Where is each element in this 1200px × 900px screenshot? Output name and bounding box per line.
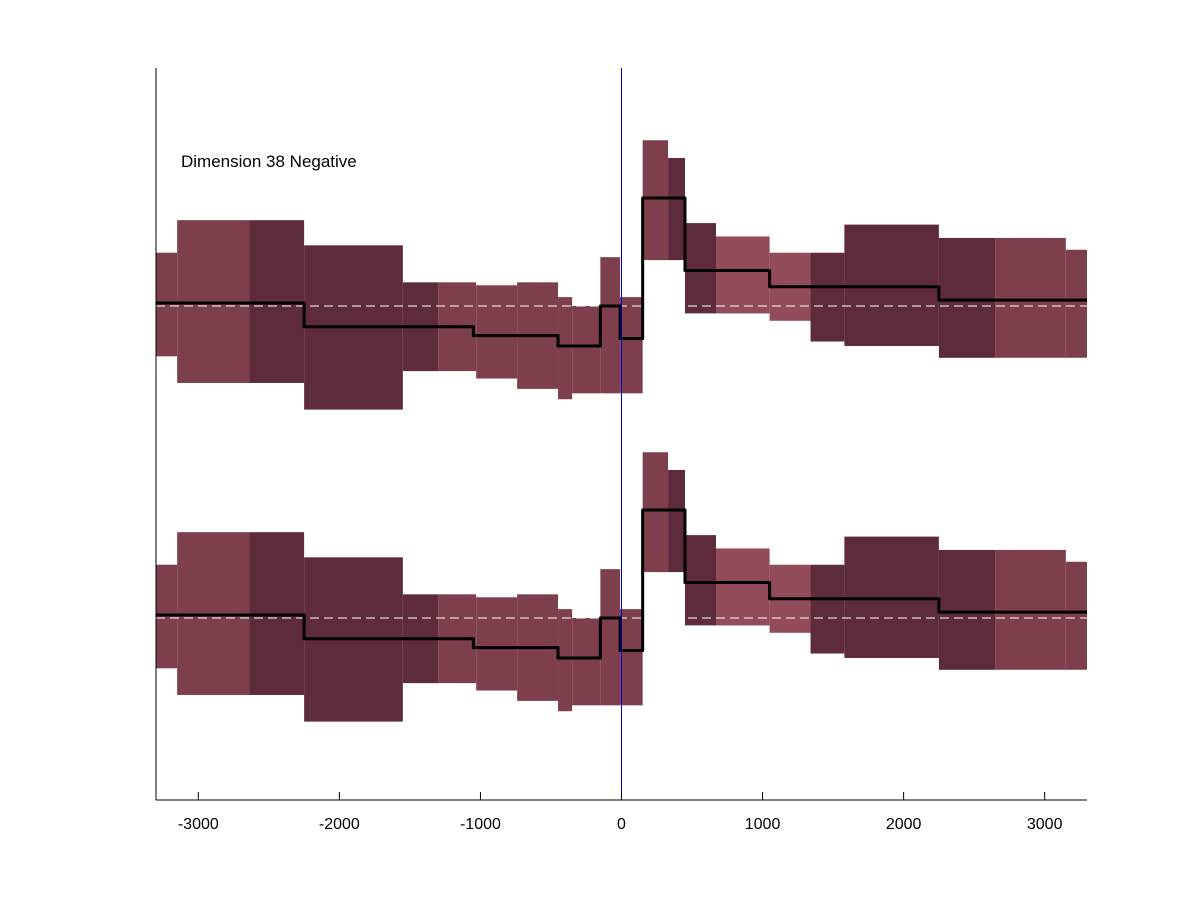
band-segment	[716, 548, 770, 626]
band-segment	[600, 257, 621, 394]
plot-area: -3000 -2000 -1000 0 1000 2000 3000	[155, 68, 1087, 833]
x-tick-label: -3000	[178, 816, 219, 833]
band-segment	[668, 158, 685, 261]
band-segment	[642, 140, 669, 261]
x-tick-label: 2000	[886, 816, 922, 833]
band-segment	[810, 252, 845, 342]
band-segment	[620, 297, 643, 394]
band-segment	[938, 237, 996, 358]
band-segment	[572, 306, 601, 394]
band-segment	[558, 609, 573, 712]
x-tick-label: -1000	[460, 816, 501, 833]
band-segment	[810, 564, 845, 654]
mean-line	[156, 508, 1087, 660]
band-segment	[995, 549, 1066, 670]
band-segment	[995, 237, 1066, 358]
band-segment	[716, 236, 770, 314]
band-segment	[938, 549, 996, 670]
band-segment	[684, 223, 717, 314]
band-segment	[476, 285, 518, 379]
band-segment	[476, 597, 518, 691]
x-tick-label: 3000	[1027, 816, 1063, 833]
x-tick-label: 0	[617, 816, 626, 833]
band-segment	[620, 609, 643, 706]
x-tick-label: 1000	[745, 816, 781, 833]
band-segment	[1065, 561, 1087, 670]
band-segment	[600, 569, 621, 706]
band-segment	[558, 297, 573, 400]
band-segment	[668, 470, 685, 573]
band-segment	[572, 618, 601, 706]
band-segment	[684, 535, 717, 626]
band-segment	[1065, 249, 1087, 358]
x-tick-label: -2000	[319, 816, 360, 833]
mean-line	[156, 196, 1087, 348]
band-segment	[642, 452, 669, 573]
chart-title: Dimension 38 Negative	[181, 152, 357, 171]
